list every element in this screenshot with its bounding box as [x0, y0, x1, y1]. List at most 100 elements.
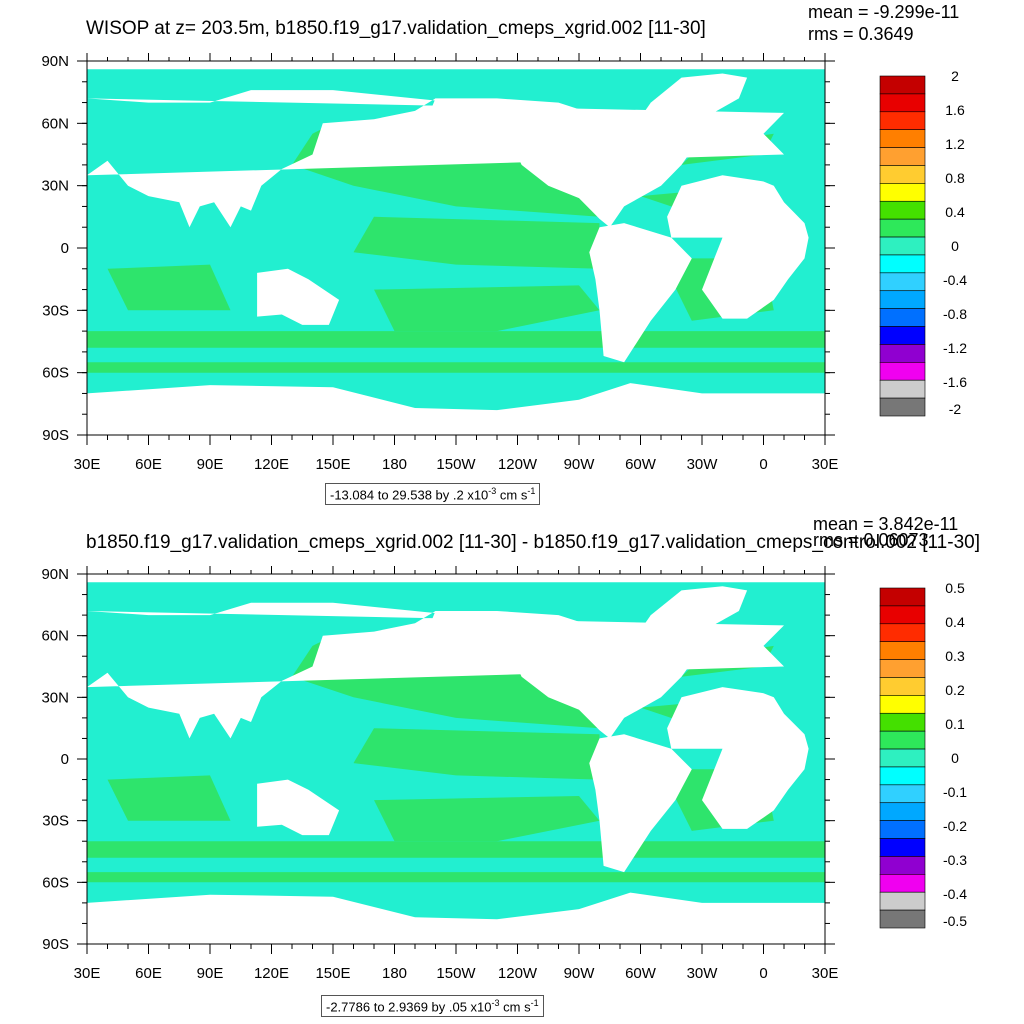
bottom-axis-ticks: 30E 60E 90E 120E 150E 180 150W 120W 90W 60W 30W 0 30…: [41, 566, 838, 982]
colorbar-label: 0.5: [945, 580, 965, 596]
y-tick-label: 60N: [41, 628, 69, 645]
x-tick-label: 120W: [498, 965, 538, 982]
top-range-exp: -3: [488, 486, 497, 496]
green-band: [87, 841, 825, 858]
colorbar-label: -0.3: [943, 852, 967, 868]
y-tick-label: 90N: [41, 53, 69, 70]
colorbar-label: 1.2: [945, 136, 965, 152]
green-band: [374, 796, 600, 842]
land-mask: [87, 892, 825, 944]
green-band: [87, 362, 825, 373]
bottom-colorbar: 0.5 0.4 0.3 0.2 0.1 0 -0.1 -0.2 -0.3 -0.4 -0.5: [879, 580, 967, 929]
land-mask: [87, 574, 825, 583]
colorbar-label: -0.5: [943, 913, 967, 929]
y-tick-label: 0: [61, 751, 69, 768]
colorbar-label: 0.4: [945, 614, 965, 630]
colorbar-swatch: [879, 712, 926, 732]
x-tick-label: 180: [382, 965, 407, 982]
colorbar-label: 0.2: [945, 682, 965, 698]
x-tick-label: 30E: [812, 456, 839, 473]
colorbar-swatch: [879, 236, 926, 256]
colorbar-swatch: [879, 344, 926, 363]
green-band: [353, 728, 600, 780]
colorbar-swatch: [879, 695, 926, 714]
top-map-field: [87, 61, 825, 435]
colorbar-label: -0.8: [943, 306, 967, 322]
colorbar-swatch: [879, 874, 926, 893]
x-tick-label: 30E: [74, 965, 101, 982]
top-plot-svg: 30E 60E 90E 120E 150E 180 150W 120W 90W 60W 30W 0 30…: [41, 53, 967, 473]
colorbar-swatch: [879, 129, 926, 148]
green-band: [374, 285, 600, 332]
colorbar-swatch: [879, 748, 926, 768]
green-band: [107, 264, 231, 311]
land-mask: [257, 268, 340, 325]
y-tick-label: 30S: [42, 813, 69, 830]
colorbar-swatch: [879, 820, 926, 839]
colorbar-label: -0.4: [943, 886, 967, 902]
colorbar-label: 0: [951, 238, 959, 254]
green-band: [87, 872, 825, 883]
colorbar-swatch: [879, 856, 926, 875]
x-tick-label: 90W: [564, 965, 596, 982]
colorbar-swatch: [879, 838, 926, 857]
bottom-plot-svg: 30E 60E 90E 120E 150E 180 150W 120W 90W 60W 30W 0 30…: [41, 566, 967, 982]
x-tick-label: 0: [759, 965, 767, 982]
colorbar-swatch: [879, 909, 926, 929]
top-title: WISOP at z= 203.5m, b1850.f19_g17.valida…: [86, 18, 706, 39]
x-tick-label: 60W: [625, 965, 657, 982]
x-tick-label: 60E: [135, 965, 162, 982]
colorbar-swatch: [879, 93, 926, 113]
land-mask: [87, 61, 825, 70]
colorbar-swatch: [879, 183, 926, 202]
y-tick-label: 90S: [42, 427, 69, 444]
y-tick-label: 60S: [42, 874, 69, 891]
y-tick-label: 60S: [42, 365, 69, 382]
x-tick-label: 30W: [687, 965, 719, 982]
colorbar-label: 0.1: [945, 716, 965, 732]
x-tick-label: 0: [759, 456, 767, 473]
colorbar-swatch: [879, 891, 926, 911]
colorbar-swatch: [879, 165, 926, 184]
top-range-unit: cm s: [496, 487, 528, 503]
bottom-panel: b1850.f19_g17.validation_cmeps_xgrid.002…: [0, 512, 1024, 1024]
land-mask: [425, 611, 692, 739]
bottom-range-text: -2.7786 to 2.9369 by .05 x10: [326, 999, 492, 1015]
colorbar-swatch: [879, 308, 926, 327]
top-axis-ticks: 30E 60E 90E 120E 150E 180 150W 120W 90W 60W 30W 0 30…: [41, 53, 838, 473]
colorbar-swatch: [879, 623, 926, 642]
top-mean-label: mean = -9.299e-11: [808, 2, 960, 22]
top-panel: WISOP at z= 203.5m, b1850.f19_g17.valida…: [41, 2, 967, 506]
colorbar-swatch: [879, 254, 926, 274]
bottom-map-field: [87, 574, 825, 944]
green-band: [107, 775, 231, 821]
colorbar-label: -2: [949, 401, 962, 417]
colorbar-swatch: [879, 147, 926, 166]
colorbar-swatch: [879, 111, 926, 130]
y-tick-label: 90N: [41, 566, 69, 583]
green-band: [87, 331, 825, 348]
x-tick-label: 30E: [74, 456, 101, 473]
land-mask: [87, 383, 825, 435]
colorbar-label: 2: [951, 68, 959, 84]
top-range-text: -13.084 to 29.538 by .2 x10: [330, 487, 489, 503]
y-tick-label: 30N: [41, 178, 69, 195]
colorbar-swatch: [879, 200, 926, 220]
colorbar-label: 0: [951, 750, 959, 766]
x-tick-label: 60W: [625, 456, 657, 473]
colorbar-swatch: [879, 641, 926, 660]
colorbar-swatch: [879, 397, 926, 417]
land-mask: [636, 73, 748, 124]
colorbar-swatch: [879, 784, 926, 804]
colorbar-swatch: [879, 730, 926, 750]
colorbar-swatch: [879, 605, 926, 625]
x-tick-label: 180: [382, 456, 407, 473]
x-tick-label: 60E: [135, 456, 162, 473]
bottom-range-exp: -3: [491, 998, 500, 1008]
colorbar-swatch: [879, 587, 926, 607]
bottom-range-unit-exp: -1: [530, 998, 539, 1008]
colorbar-swatch: [879, 379, 926, 399]
bottom-range-box: -2.7786 to 2.9369 by .05 x10-3 cm s-1: [321, 995, 544, 1018]
colorbar-swatch: [879, 659, 926, 678]
bottom-range-unit: cm s: [499, 999, 531, 1015]
